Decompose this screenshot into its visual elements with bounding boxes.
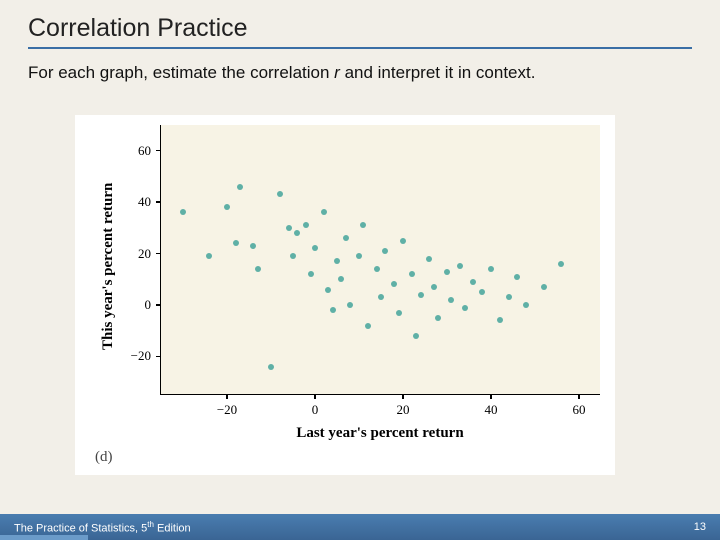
data-point: [558, 261, 564, 267]
data-point: [444, 269, 450, 275]
data-point: [356, 253, 362, 259]
data-point: [431, 284, 437, 290]
data-point: [180, 209, 186, 215]
page-number: 13: [694, 521, 706, 533]
data-point: [413, 333, 419, 339]
x-tick: [402, 394, 404, 399]
data-point: [514, 274, 520, 280]
x-tick: [490, 394, 492, 399]
data-point: [426, 256, 432, 262]
x-tick-label: 40: [485, 402, 498, 418]
data-point: [224, 204, 230, 210]
y-tick-label: 40: [138, 194, 151, 210]
data-point: [303, 222, 309, 228]
x-tick: [578, 394, 580, 399]
data-point: [325, 287, 331, 293]
data-point: [308, 271, 314, 277]
data-point: [457, 263, 463, 269]
footer-accent: [0, 535, 88, 540]
panel-letter: (d): [95, 449, 113, 466]
data-point: [277, 191, 283, 197]
data-point: [233, 240, 239, 246]
footer: The Practice of Statistics, 5th Edition …: [0, 514, 720, 540]
data-point: [294, 230, 300, 236]
data-point: [365, 323, 371, 329]
x-tick-label: 20: [397, 402, 410, 418]
x-tick-label: −20: [217, 402, 237, 418]
chart-container: −200204060−200204060 This year's percent…: [75, 115, 615, 475]
subtitle-text-post: and interpret it in context.: [340, 63, 536, 82]
data-point: [479, 289, 485, 295]
data-point: [418, 292, 424, 298]
data-point: [312, 245, 318, 251]
y-tick-label: 0: [145, 297, 152, 313]
y-axis-label: This year's percent return: [100, 183, 117, 350]
data-point: [382, 248, 388, 254]
page-title: Correlation Practice: [28, 14, 692, 49]
x-tick-label: 60: [573, 402, 586, 418]
y-tick: [156, 150, 161, 152]
data-point: [506, 294, 512, 300]
data-point: [338, 276, 344, 282]
data-point: [255, 266, 261, 272]
footer-text: The Practice of Statistics, 5th Edition: [14, 520, 191, 535]
footer-text-b: Edition: [154, 522, 191, 534]
data-point: [462, 305, 468, 311]
x-tick: [314, 394, 316, 399]
data-point: [206, 253, 212, 259]
data-point: [409, 271, 415, 277]
data-point: [497, 317, 503, 323]
y-tick: [156, 201, 161, 203]
title-region: Correlation Practice: [0, 0, 720, 49]
x-tick: [226, 394, 228, 399]
data-point: [290, 253, 296, 259]
data-point: [286, 225, 292, 231]
subtitle: For each graph, estimate the correlation…: [28, 63, 692, 83]
data-point: [250, 243, 256, 249]
data-point: [396, 310, 402, 316]
data-point: [330, 307, 336, 313]
data-point: [541, 284, 547, 290]
y-tick-label: 20: [138, 246, 151, 262]
x-axis-label: Last year's percent return: [160, 425, 600, 442]
data-point: [268, 364, 274, 370]
data-point: [237, 184, 243, 190]
data-point: [360, 222, 366, 228]
data-point: [470, 279, 476, 285]
data-point: [347, 302, 353, 308]
y-tick: [156, 304, 161, 306]
x-tick-label: 0: [312, 402, 319, 418]
y-tick-label: 60: [138, 143, 151, 159]
slide: Correlation Practice For each graph, est…: [0, 0, 720, 540]
data-point: [343, 235, 349, 241]
data-point: [334, 258, 340, 264]
data-point: [435, 315, 441, 321]
y-tick-label: −20: [131, 348, 151, 364]
data-point: [321, 209, 327, 215]
data-point: [391, 281, 397, 287]
subtitle-text-pre: For each graph, estimate the correlation: [28, 63, 334, 82]
footer-text-a: The Practice of Statistics, 5: [14, 522, 147, 534]
data-point: [400, 238, 406, 244]
y-tick: [156, 356, 161, 358]
footer-sup: th: [147, 520, 154, 529]
data-point: [374, 266, 380, 272]
data-point: [488, 266, 494, 272]
scatter-plot: −200204060−200204060: [160, 125, 600, 395]
data-point: [448, 297, 454, 303]
data-point: [378, 294, 384, 300]
y-tick: [156, 253, 161, 255]
data-point: [523, 302, 529, 308]
